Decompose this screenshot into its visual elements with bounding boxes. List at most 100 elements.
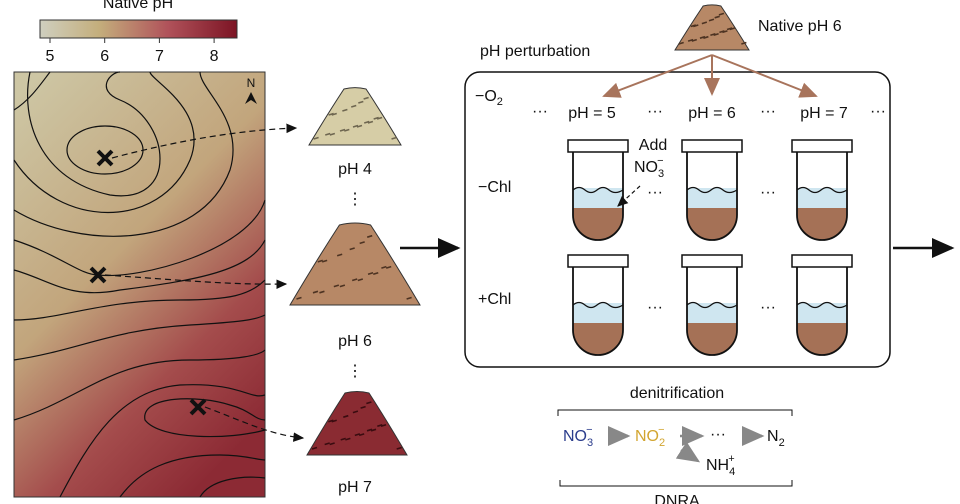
column-label: pH = 7 xyxy=(800,105,848,122)
map xyxy=(13,71,266,498)
speck xyxy=(349,247,355,251)
soil-pile xyxy=(289,222,421,306)
speck xyxy=(718,12,725,16)
speck xyxy=(678,41,684,45)
dots: ··· xyxy=(647,103,663,120)
speck xyxy=(317,259,324,263)
species-label: N2 xyxy=(767,428,785,449)
speck xyxy=(714,15,720,19)
tube-cap xyxy=(567,139,629,153)
speck xyxy=(312,290,319,294)
add-label: Add xyxy=(639,137,667,154)
speck xyxy=(339,128,346,132)
soil-piles xyxy=(289,4,750,456)
subscript: 2 xyxy=(497,96,503,108)
speck xyxy=(328,112,334,116)
text: N xyxy=(767,428,779,445)
speck xyxy=(377,424,383,428)
superscript: − xyxy=(658,424,664,436)
tubes xyxy=(567,139,853,356)
speck xyxy=(333,284,340,288)
speck xyxy=(319,290,325,294)
speck xyxy=(690,24,697,28)
speck xyxy=(344,128,350,132)
colorbar xyxy=(39,19,238,39)
speck xyxy=(713,33,719,37)
tube-cap xyxy=(791,139,853,153)
species-label: NH4+ xyxy=(706,453,735,478)
speck xyxy=(381,265,387,269)
speck xyxy=(342,108,348,112)
tube-cap xyxy=(567,254,629,268)
speck xyxy=(331,112,337,116)
speck xyxy=(385,265,392,269)
compass: N xyxy=(247,76,256,90)
speck xyxy=(340,437,346,441)
colorbar-tick-label: 6 xyxy=(100,48,109,65)
wave xyxy=(572,186,624,194)
pathway-top: denitrification xyxy=(630,385,724,402)
speck xyxy=(324,442,330,446)
speck xyxy=(351,278,358,282)
speck xyxy=(373,116,379,120)
speck xyxy=(343,414,349,418)
wave xyxy=(686,301,738,309)
speck xyxy=(336,253,343,257)
subscript: 4 xyxy=(729,466,735,478)
oxygen-label: −O2 xyxy=(475,88,503,108)
liquid xyxy=(573,188,623,208)
speck xyxy=(722,30,728,34)
speck xyxy=(708,18,715,22)
speck xyxy=(325,132,331,136)
speck xyxy=(366,428,373,432)
sediment xyxy=(573,323,623,355)
tube-cap xyxy=(791,254,853,268)
speck xyxy=(321,259,328,263)
superscript: + xyxy=(728,453,734,465)
speck xyxy=(726,27,733,31)
colorbar-tick-label: 7 xyxy=(155,48,164,65)
speck xyxy=(358,433,365,437)
wave xyxy=(572,301,624,309)
sediment xyxy=(687,323,737,355)
speck xyxy=(296,296,302,300)
speck xyxy=(376,116,383,120)
speck xyxy=(687,38,694,42)
liquid xyxy=(797,188,847,208)
tube-cap xyxy=(681,254,743,268)
speck xyxy=(396,446,402,450)
soil-pile xyxy=(308,87,402,146)
soil-pile xyxy=(674,4,750,51)
colorbar-tick-label: 8 xyxy=(210,48,219,65)
speck xyxy=(358,100,364,104)
speck xyxy=(313,136,319,140)
tube-body xyxy=(796,267,848,356)
tube-body xyxy=(572,152,624,241)
speck xyxy=(367,272,374,276)
bracket xyxy=(559,480,793,487)
speck xyxy=(391,136,397,140)
wave xyxy=(796,186,848,194)
speck xyxy=(373,272,379,276)
tube-body xyxy=(572,267,624,356)
native-label: Native pH 6 xyxy=(758,18,842,35)
split-arrows xyxy=(602,54,818,98)
sediment xyxy=(797,208,847,240)
speck xyxy=(345,437,351,441)
perturbation-title: pH perturbation xyxy=(480,43,590,60)
column-label: pH = 6 xyxy=(688,105,736,122)
bracket xyxy=(557,409,793,416)
speck xyxy=(701,21,708,25)
subscript: 2 xyxy=(779,437,785,449)
dots: ··· xyxy=(647,299,663,316)
speck xyxy=(351,104,357,108)
superscript: − xyxy=(657,155,663,167)
subscript: 3 xyxy=(658,168,664,180)
sediment xyxy=(573,208,623,240)
dots: ··· xyxy=(647,184,663,201)
sample-crosses xyxy=(89,149,207,416)
row-label: +Chl xyxy=(478,291,511,308)
column-label: pH = 5 xyxy=(568,105,616,122)
